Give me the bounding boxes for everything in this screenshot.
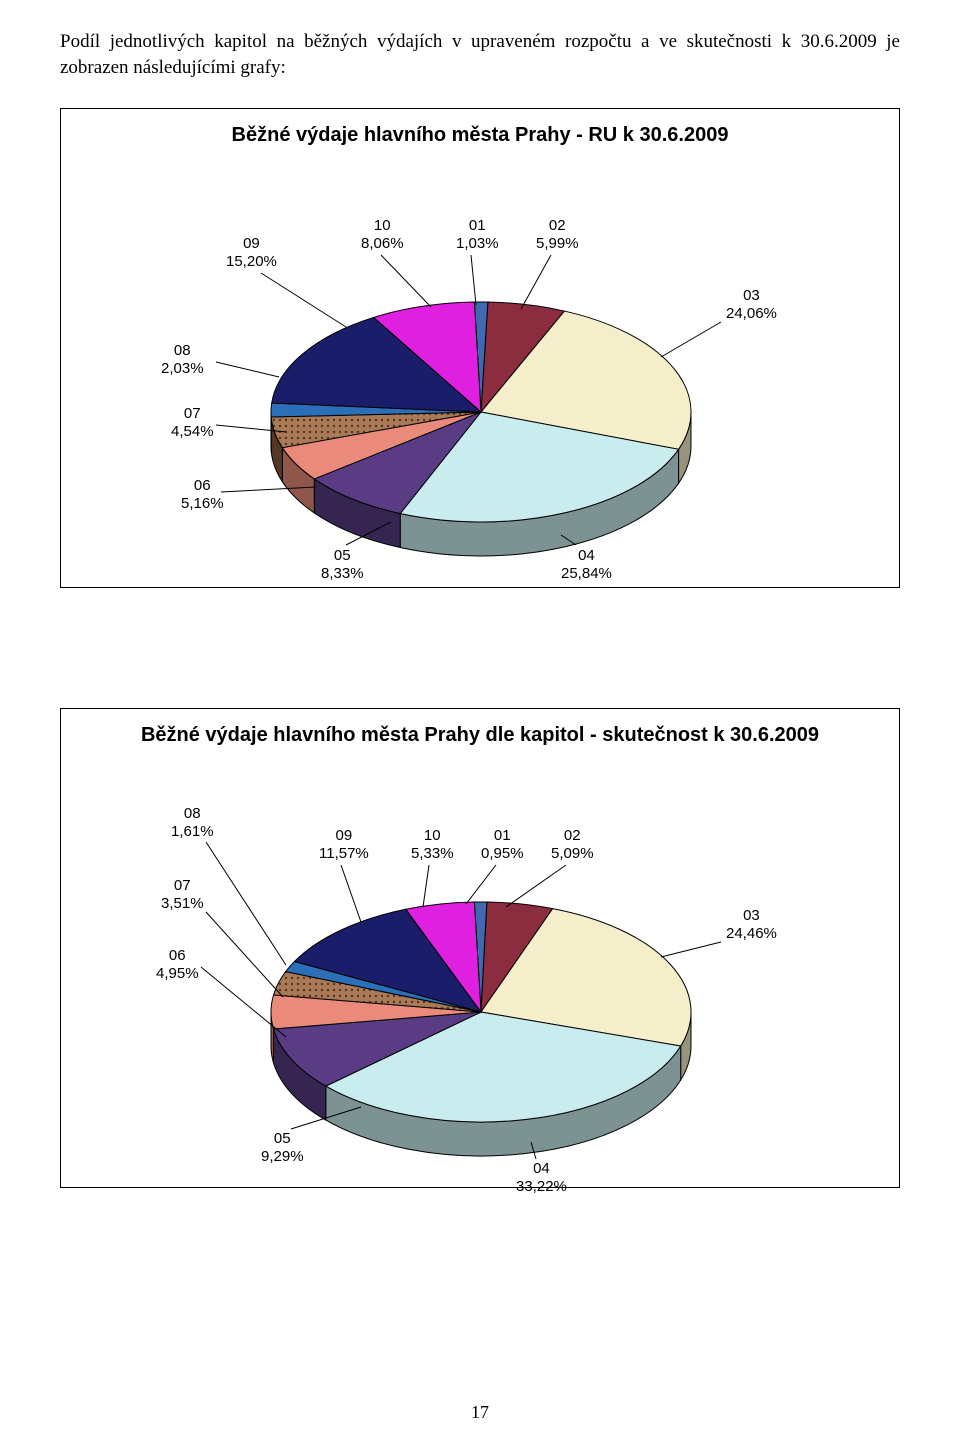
slice-label-03: 0324,46% — [726, 907, 777, 942]
slice-label-09: 0911,57% — [319, 827, 369, 862]
leader-line — [661, 322, 721, 357]
slice-label-08: 081,61% — [171, 805, 214, 840]
slice-label-06: 065,16% — [181, 477, 224, 512]
leader-line — [206, 912, 283, 997]
leader-line — [506, 865, 566, 907]
page: Podíl jednotlivých kapitol na běžných vý… — [0, 19, 960, 1443]
chart-title-1: Běžné výdaje hlavního města Prahy - RU k… — [61, 123, 899, 147]
slice-label-10: 108,06% — [361, 217, 404, 252]
leader-line — [471, 255, 476, 305]
slice-label-05: 058,33% — [321, 547, 364, 582]
slice-label-08: 082,03% — [161, 342, 204, 377]
slice-label-02: 025,09% — [551, 827, 594, 862]
slice-label-10: 105,33% — [411, 827, 454, 862]
leader-line — [466, 865, 496, 904]
slice-label-05: 059,29% — [261, 1130, 304, 1165]
chart-area-2: 081,61% 0911,57% 105,33% 010,95% 025,09% 073,… — [61, 747, 899, 1225]
slice-label-01: 010,95% — [481, 827, 524, 862]
chart-area-1: 108,06% 011,03% 025,99% 0915,20% 0324,06% 082… — [61, 147, 899, 625]
leader-line — [521, 255, 551, 309]
leader-line — [206, 842, 286, 965]
chart-box-2: Běžné výdaje hlavního města Prahy dle ka… — [60, 708, 900, 1188]
chart-title-2: Běžné výdaje hlavního města Prahy dle ka… — [61, 723, 899, 747]
leader-line — [341, 865, 361, 922]
slice-label-04: 0425,84% — [561, 547, 612, 582]
slice-label-04: 0433,22% — [516, 1160, 567, 1195]
leader-line — [216, 362, 279, 377]
leader-line — [261, 273, 346, 327]
slice-label-02: 025,99% — [536, 217, 579, 252]
leader-line — [381, 255, 431, 307]
slice-label-06: 064,95% — [156, 947, 199, 982]
page-number: 17 — [0, 1402, 960, 1423]
slice-label-01: 011,03% — [456, 217, 499, 252]
chart-box-1: Běžné výdaje hlavního města Prahy - RU k… — [60, 108, 900, 588]
leader-line — [423, 865, 429, 907]
slice-label-03: 0324,06% — [726, 287, 777, 322]
intro-paragraph: Podíl jednotlivých kapitol na běžných vý… — [60, 19, 900, 80]
leader-line — [661, 942, 721, 957]
slice-label-07: 073,51% — [161, 877, 204, 912]
slice-label-07: 074,54% — [171, 405, 214, 440]
slice-label-09: 0915,20% — [226, 235, 277, 270]
